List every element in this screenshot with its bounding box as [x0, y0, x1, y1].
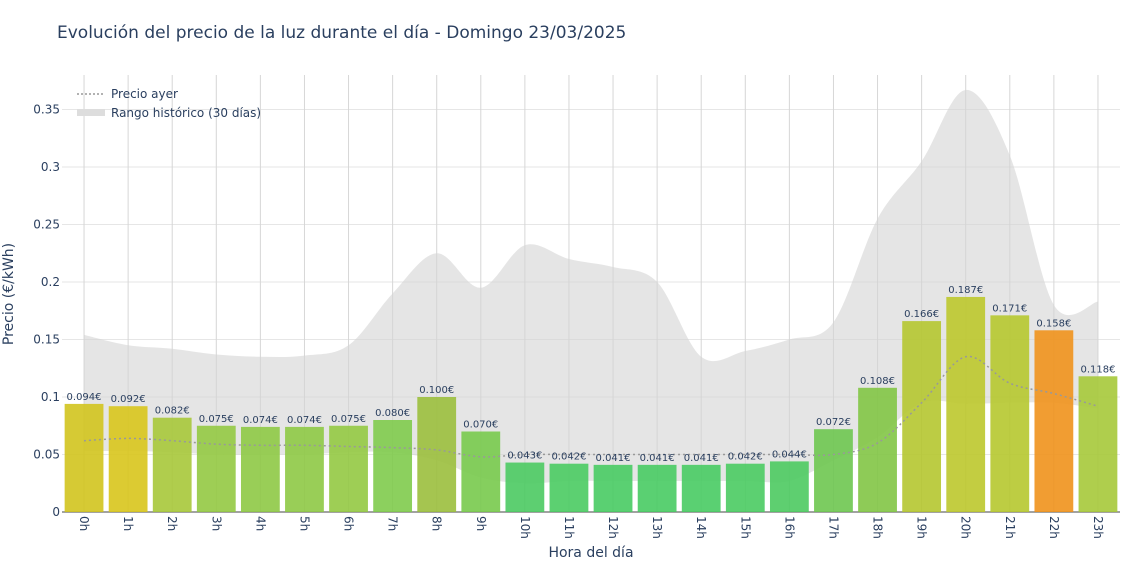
bar-value-label: 0.074€	[287, 415, 322, 426]
bar-value-label: 0.041€	[684, 453, 719, 464]
bar-value-label: 0.092€	[111, 394, 146, 405]
bar-value-label: 0.082€	[155, 406, 190, 417]
legend: Precio ayer Rango histórico (30 días)	[77, 87, 261, 120]
bar-value-label: 0.042€	[728, 452, 763, 463]
x-tick-label: 3h	[209, 516, 223, 531]
bar-19h	[902, 321, 942, 512]
bar-16h	[769, 461, 809, 512]
y-tick-label: 0	[52, 505, 60, 519]
x-tick-label: 21h	[1003, 516, 1017, 539]
x-tick-label: 7h	[386, 516, 400, 531]
chart-title: Evolución del precio de la luz durante e…	[57, 23, 626, 43]
yesterday-price-layer	[84, 355, 1099, 458]
x-tick-label: 11h	[562, 516, 576, 539]
legend-label-yesterday: Precio ayer	[111, 87, 178, 101]
bar-14h	[681, 464, 721, 512]
bar-value-label: 0.187€	[948, 285, 983, 296]
y-tick-label: 0.25	[33, 218, 60, 232]
historical-range-area	[84, 89, 1098, 484]
x-tick-label: 18h	[871, 516, 885, 539]
x-tick-label: 12h	[606, 516, 620, 539]
x-tick-label: 5h	[297, 516, 311, 531]
legend-swatch-range	[77, 109, 105, 116]
bar-value-label: 0.041€	[596, 453, 631, 464]
bar-0h	[64, 403, 104, 512]
bar-17h	[814, 429, 853, 512]
bar-value-label: 0.075€	[331, 414, 366, 425]
x-axis-ticks: 0h 1h 2h 3h 4h 5h 6h 7h 8h 9h 10h 11h 12h 13h 14h 15h 16…	[77, 516, 1105, 539]
bar-layer	[64, 296, 1118, 512]
bar-value-label: 0.070€	[463, 420, 498, 431]
bar-value-label: 0.041€	[640, 453, 675, 464]
bar-value-label: 0.042€	[551, 452, 586, 463]
y-tick-label: 0.05	[33, 448, 60, 462]
bar-5h	[285, 426, 324, 512]
bar-15h	[725, 463, 765, 512]
bar-1h	[108, 406, 148, 512]
y-axis-title: Precio (€/kWh)	[1, 243, 17, 345]
x-tick-label: 14h	[694, 516, 708, 539]
bar-23h	[1078, 376, 1118, 512]
bar-value-label: 0.075€	[199, 414, 234, 425]
bar-value-label: 0.100€	[419, 385, 454, 396]
y-tick-label: 0.2	[41, 275, 60, 289]
x-tick-label: 9h	[474, 516, 488, 531]
x-tick-label: 19h	[915, 516, 929, 539]
bar-6h	[329, 425, 368, 512]
x-tick-label: 20h	[959, 516, 973, 539]
bar-7h	[373, 420, 413, 512]
bar-value-label: 0.044€	[772, 449, 807, 460]
y-tick-label: 0.35	[33, 103, 60, 117]
x-axis-title: Hora del día	[548, 545, 633, 561]
x-tick-label: 13h	[650, 516, 664, 539]
y-tick-label: 0.3	[41, 160, 60, 174]
bar-3h	[196, 425, 236, 512]
bar-21h	[990, 315, 1030, 512]
bar-4h	[240, 426, 280, 512]
x-tick-label: 8h	[430, 516, 444, 531]
bar-18h	[858, 387, 897, 512]
bar-value-label: 0.118€	[1080, 364, 1115, 375]
x-tick-label: 15h	[738, 516, 752, 539]
bar-20h	[946, 296, 986, 512]
bar-value-label: 0.072€	[816, 417, 851, 428]
bar-11h	[549, 463, 589, 512]
x-tick-label: 0h	[77, 516, 91, 531]
x-tick-label: 2h	[165, 516, 179, 531]
bar-value-label: 0.080€	[375, 408, 410, 419]
x-tick-label: 16h	[782, 516, 796, 539]
x-tick-label: 23h	[1091, 516, 1105, 539]
bar-10h	[505, 462, 545, 512]
bar-13h	[637, 464, 677, 512]
legend-label-range: Rango histórico (30 días)	[111, 106, 261, 120]
x-tick-label: 22h	[1047, 516, 1061, 539]
x-tick-label: 1h	[121, 516, 135, 531]
bar-value-label: 0.043€	[507, 451, 542, 462]
historical-range-band	[84, 89, 1098, 484]
bar-label-layer: 0.094€ 0.092€ 0.082€ 0.075€ 0.074€ 0.074€ 0.07…	[67, 285, 1116, 464]
bar-9h	[461, 431, 501, 512]
bar-8h	[417, 397, 457, 512]
bar-value-label: 0.158€	[1036, 318, 1071, 329]
bar-value-label: 0.171€	[992, 303, 1027, 314]
bar-2h	[152, 417, 192, 512]
y-tick-label: 0.15	[33, 333, 60, 347]
yesterday-price-line	[84, 355, 1099, 458]
x-tick-label: 6h	[342, 516, 356, 531]
y-axis-ticks: 0 0.05 0.1 0.15 0.2 0.25 0.3 0.35	[33, 103, 60, 520]
y-tick-label: 0.1	[41, 390, 60, 404]
bar-12h	[593, 464, 633, 512]
x-tick-label: 4h	[253, 516, 267, 531]
bar-22h	[1034, 330, 1074, 512]
bar-value-label: 0.166€	[904, 309, 939, 320]
x-tick-label: 17h	[826, 516, 840, 539]
x-tick-label: 10h	[518, 516, 532, 539]
bar-value-label: 0.108€	[860, 376, 895, 387]
bar-value-label: 0.094€	[67, 392, 102, 403]
bar-value-label: 0.074€	[243, 415, 278, 426]
